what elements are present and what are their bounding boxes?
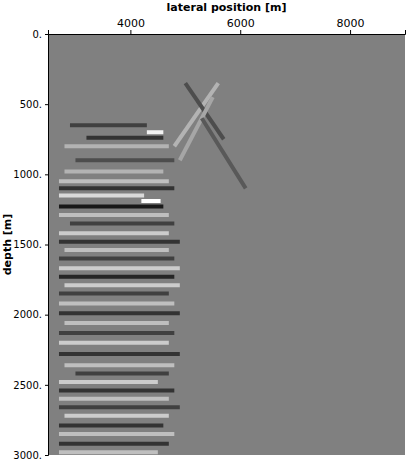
- reflector: [59, 240, 180, 244]
- reflector: [75, 158, 174, 162]
- reflector: [59, 301, 174, 305]
- reflector: [59, 405, 180, 409]
- x-axis-title: lateral position [m]: [167, 1, 287, 14]
- y-tick: 2000.: [13, 309, 48, 320]
- section-background: [48, 34, 405, 455]
- reflector: [59, 331, 174, 335]
- y-tick-mark: [45, 34, 48, 35]
- y-tick-label: 1500.: [13, 239, 42, 250]
- reflector: [202, 118, 246, 188]
- reflector: [59, 424, 163, 428]
- reflector: [59, 186, 174, 190]
- reflector: [59, 205, 163, 209]
- chart: 4000 6000 8000 0. 500. 1000. 1500. 2000. 2500. 30…: [0, 0, 415, 465]
- reflectors: [59, 83, 246, 452]
- reflector: [59, 341, 169, 345]
- x-tick-label: 6000: [227, 17, 255, 30]
- y-tick-mark: [45, 245, 48, 246]
- reflector: [59, 193, 144, 197]
- y-axis-line: [45, 35, 49, 456]
- y-tick-label: 2500.: [13, 380, 42, 391]
- reflector: [70, 123, 147, 127]
- reflector: [59, 213, 169, 217]
- reflector: [59, 388, 174, 392]
- y-tick-label: 3000.: [13, 450, 42, 461]
- y-tick: 500.: [20, 99, 48, 110]
- x-tick-label: 4000: [117, 17, 145, 30]
- y-tick-label: 1000.: [13, 169, 42, 180]
- y-tick-mark: [45, 315, 48, 316]
- y-tick: 1000.: [13, 169, 48, 180]
- reflector: [141, 199, 160, 203]
- reflector: [64, 321, 168, 325]
- y-axis: 0. 500. 1000. 1500. 2000. 2500. 3000.: [13, 29, 48, 461]
- reflector: [64, 248, 168, 252]
- reflector: [59, 231, 169, 235]
- reflector: [59, 275, 174, 279]
- reflector: [147, 130, 163, 134]
- reflector: [59, 380, 158, 384]
- reflector: [64, 144, 168, 148]
- x-tick: 8000: [337, 17, 365, 34]
- y-tick-label: 500.: [20, 99, 42, 110]
- x-tick-mark: [350, 30, 351, 34]
- y-tick-mark: [45, 385, 48, 386]
- x-tick-mark: [240, 30, 241, 34]
- y-tick-label: 0.: [32, 29, 42, 40]
- reflector: [59, 311, 180, 315]
- y-tick-mark: [45, 174, 48, 175]
- y-axis-title: depth [m]: [1, 214, 14, 276]
- y-tick-mark: [45, 455, 48, 456]
- y-tick: 3000.: [13, 450, 48, 461]
- reflector: [59, 257, 174, 261]
- reflector: [64, 363, 174, 367]
- reflector: [64, 414, 168, 418]
- reflector: [59, 450, 158, 454]
- reflector: [64, 283, 179, 287]
- y-tick-label: 2000.: [13, 309, 42, 320]
- x-tick-label: 8000: [337, 17, 365, 30]
- reflector: [59, 352, 180, 356]
- reflector: [59, 266, 180, 270]
- reflector: [59, 179, 169, 183]
- x-tick-mark: [130, 30, 131, 34]
- y-tick: 1500.: [13, 239, 48, 250]
- reflector: [86, 136, 163, 140]
- reflector: [64, 170, 163, 174]
- reflector: [70, 221, 174, 225]
- reflector: [59, 397, 169, 401]
- reflector: [75, 372, 168, 376]
- x-tick: 6000: [227, 17, 255, 34]
- x-axis: 4000 6000 8000: [49, 17, 406, 35]
- x-axis-line: [49, 30, 406, 35]
- reflector: [59, 432, 174, 436]
- y-tick: 2500.: [13, 380, 48, 391]
- plot: 4000 6000 8000 0. 500. 1000. 1500. 2000. 2500. 30…: [13, 17, 405, 461]
- reflector: [59, 292, 169, 296]
- y-tick: 0.: [32, 29, 48, 40]
- x-tick: 4000: [117, 17, 145, 34]
- reflector: [59, 442, 169, 446]
- y-tick-mark: [45, 104, 48, 105]
